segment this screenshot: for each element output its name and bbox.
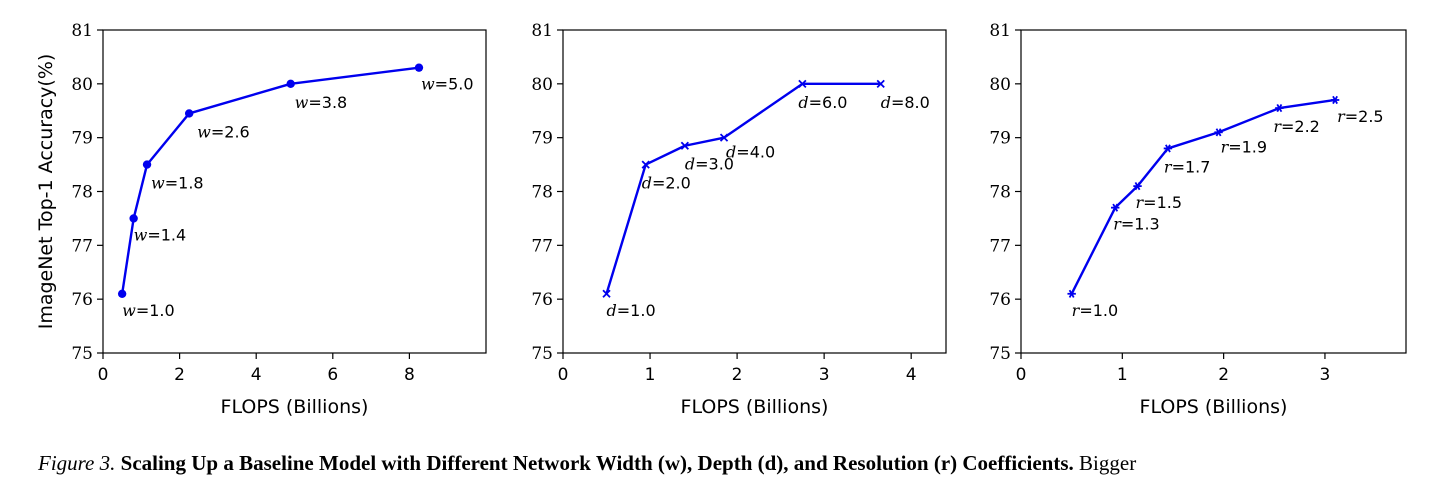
x-tick-label: 6 xyxy=(327,365,338,385)
data-point-marker xyxy=(1214,128,1223,137)
data-point-marker xyxy=(1133,182,1142,191)
y-tick-label: 79 xyxy=(989,129,1011,149)
data-point-label: w=1.4 xyxy=(134,225,187,244)
data-point-label: w=1.0 xyxy=(122,301,175,320)
x-tick-label: 2 xyxy=(1218,365,1229,385)
data-point-label: d=8.0 xyxy=(881,93,930,112)
data-point-label: r=1.3 xyxy=(1113,215,1160,234)
x-tick-label: 1 xyxy=(645,365,656,385)
data-point-label: d=1.0 xyxy=(607,301,656,320)
chart-panel-d: 75 76 77 78 79 80 81 0 1 2 3 4 FLOPS (Billions) d=1.0… xyxy=(531,21,947,418)
data-point-marker xyxy=(876,79,885,88)
x-axis-label: FLOPS (Billions) xyxy=(681,396,829,418)
y-tick-label: 78 xyxy=(989,183,1011,203)
data-point-marker xyxy=(286,79,295,89)
y-tick-label: 76 xyxy=(531,290,553,310)
x-tick-label: 2 xyxy=(174,365,185,385)
data-point-marker xyxy=(1111,203,1120,212)
y-tick-label: 76 xyxy=(71,290,93,310)
y-tick-label: 77 xyxy=(989,236,1011,256)
y-axis-label: ImageNet Top-1 Accuracy(%) xyxy=(35,54,57,330)
caption-rest-text: Bigger xyxy=(1079,451,1137,475)
chart-panel-w: 75 76 77 78 79 80 81 0 2 4 6 8 FLOPS (Billions) Image… xyxy=(35,21,487,418)
data-point-label: r=2.2 xyxy=(1273,117,1320,136)
y-tick-label: 81 xyxy=(71,21,93,41)
y-tick-label: 77 xyxy=(71,236,93,256)
data-point-label: d=2.0 xyxy=(642,174,691,193)
data-point-label: r=1.0 xyxy=(1072,301,1119,320)
x-tick-label: 2 xyxy=(732,365,743,385)
series-line-d xyxy=(605,82,881,295)
y-tick-label: 81 xyxy=(989,21,1011,41)
x-tick-label: 3 xyxy=(1320,365,1331,385)
data-point-label: r=1.5 xyxy=(1136,193,1183,212)
data-point-label: r=2.5 xyxy=(1337,107,1384,126)
data-point-marker xyxy=(680,141,690,150)
data-point-label: w=5.0 xyxy=(421,75,474,94)
y-tick-label: 80 xyxy=(531,75,553,95)
data-point-marker xyxy=(414,63,424,72)
figure-caption: Figure 3. Scaling Up a Baseline Model wi… xyxy=(38,451,1438,476)
y-tick-label: 81 xyxy=(531,21,553,41)
y-tick-label: 79 xyxy=(531,129,553,149)
data-point-marker xyxy=(1067,289,1076,298)
y-tick-label: 76 xyxy=(989,290,1011,310)
y-tick-label: 80 xyxy=(989,75,1011,95)
data-point-label: d=6.0 xyxy=(798,93,847,112)
caption-bold-text: Scaling Up a Baseline Model with Differe… xyxy=(120,451,1074,475)
x-axis-label: FLOPS (Billions) xyxy=(1140,396,1288,418)
data-point-marker xyxy=(602,289,611,298)
data-point-label: w=2.6 xyxy=(197,122,250,141)
data-point-label: d=4.0 xyxy=(726,143,775,162)
x-tick-label: 0 xyxy=(98,365,109,385)
x-tick-label: 0 xyxy=(558,365,569,385)
data-point-label: r=1.7 xyxy=(1164,157,1211,176)
chart-panel-r: 75 76 77 78 79 80 81 0 1 2 3 FLOPS (Billions) r=1.0 r… xyxy=(989,21,1407,418)
x-tick-label: 4 xyxy=(251,365,262,385)
data-point-marker xyxy=(129,214,138,223)
x-tick-label: 4 xyxy=(906,365,917,385)
y-tick-label: 75 xyxy=(989,344,1011,364)
data-point-label: w=1.8 xyxy=(151,174,204,193)
caption-figure-label: Figure 3. xyxy=(38,451,116,475)
data-point-marker xyxy=(719,133,729,142)
x-tick-label: 1 xyxy=(1117,365,1128,385)
data-point-marker xyxy=(184,109,194,118)
data-point-marker xyxy=(117,289,127,298)
y-tick-label: 77 xyxy=(531,236,553,256)
y-tick-label: 75 xyxy=(71,344,93,364)
series-line-w xyxy=(120,66,420,294)
y-tick-label: 75 xyxy=(531,344,553,364)
data-point-marker xyxy=(641,160,650,169)
y-tick-label: 78 xyxy=(531,183,553,203)
data-point-marker xyxy=(1163,144,1173,153)
y-tick-label: 78 xyxy=(71,183,93,203)
data-point-marker xyxy=(1275,103,1284,113)
data-point-marker xyxy=(798,79,807,88)
x-tick-label: 8 xyxy=(404,365,415,385)
x-axis-label: FLOPS (Billions) xyxy=(221,396,369,418)
x-tick-label: 0 xyxy=(1016,365,1027,385)
data-point-label: d=3.0 xyxy=(685,155,734,174)
y-tick-label: 79 xyxy=(71,129,93,149)
data-point-marker xyxy=(142,160,152,169)
data-point-label: r=1.9 xyxy=(1221,137,1268,156)
data-point-marker xyxy=(1330,95,1340,105)
y-tick-label: 80 xyxy=(71,75,93,95)
data-point-label: w=3.8 xyxy=(295,93,348,112)
x-tick-label: 3 xyxy=(819,365,830,385)
